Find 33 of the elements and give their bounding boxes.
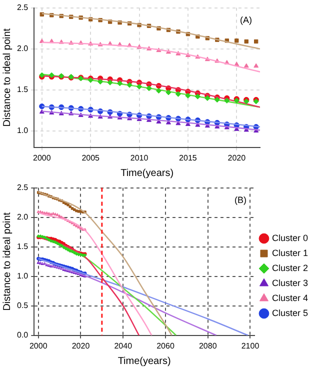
x-tick-label: 2015 [179,153,198,162]
y-tick-label: 2.0 [16,44,29,54]
legend-label: Cluster 4 [272,292,308,303]
annotation: (B) [234,194,246,205]
y-tick-label: 2.5 [16,3,29,12]
x-tick-label: 2000 [33,153,52,162]
legend-label: Cluster 2 [272,262,308,273]
x-tick-label: 2010 [130,153,149,162]
legend-label: Cluster 3 [272,278,308,288]
y-axis-title: Distance to ideal point [2,28,13,127]
x-tick-label: 2005 [82,153,100,162]
annotation: (A) [240,14,252,25]
y-tick-label: 1.0 [16,126,29,136]
y-tick-label: 2.0 [16,212,29,222]
x-tick-label: 2080 [198,341,218,350]
y-tick-label: 2.5 [16,183,29,192]
x-tick-label: 2020 [72,341,90,350]
x-tick-label: 2060 [156,341,175,350]
legend-label: Cluster 1 [272,248,308,258]
legend-label: Cluster 0 [272,232,308,243]
x-tick-label: 2000 [29,341,48,350]
x-axis-title: Time(years) [118,356,171,367]
y-tick-label: 0.0 [16,330,29,340]
y-axis-title: Distance to ideal point [2,212,13,311]
x-tick-label: 2100 [241,341,260,350]
x-axis-title: Time(years) [120,168,174,179]
y-tick-label: 1.5 [16,85,29,94]
y-tick-label: 1.5 [16,242,29,252]
y-tick-label: 0.5 [16,301,29,310]
y-tick-label: 1.0 [16,272,29,281]
x-tick-label: 2040 [114,341,133,350]
legend-label: Cluster 5 [272,308,308,318]
x-tick-label: 2020 [228,153,246,162]
